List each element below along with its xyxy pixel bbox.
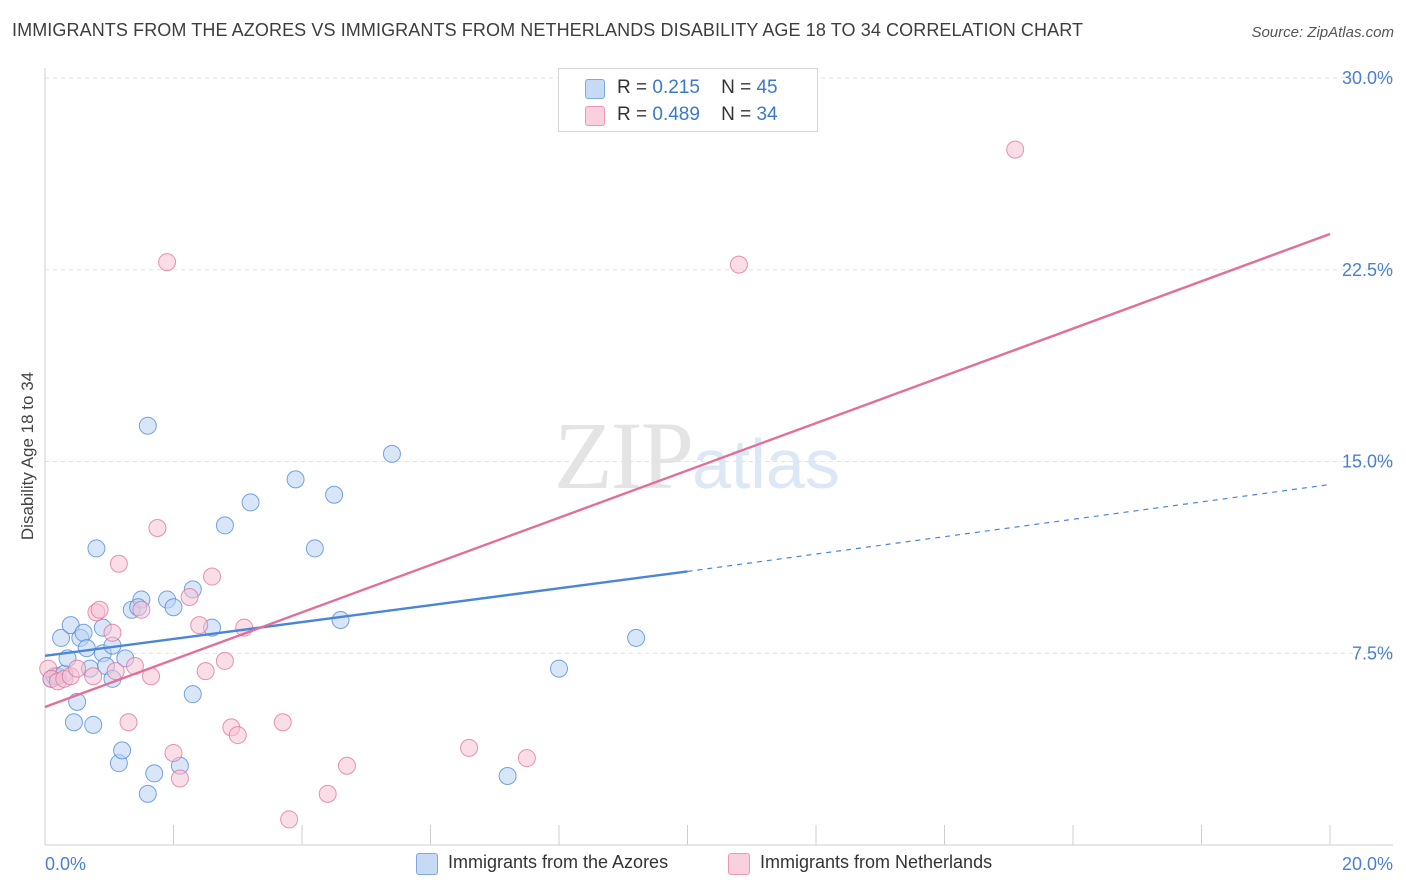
azores-trend-extension — [687, 483, 1331, 573]
y-tick-label: 30.0% — [1342, 68, 1393, 88]
stats-legend: R = 0.215 N = 45 R = 0.489 N = 34 — [558, 68, 818, 132]
watermark-atlas: atlas — [692, 425, 840, 503]
y-tick-label: 22.5% — [1342, 260, 1393, 280]
netherlands-point — [148, 518, 167, 537]
netherlands-point — [170, 769, 189, 788]
netherlands-point — [318, 784, 337, 803]
azores-point — [215, 516, 234, 535]
azores-point — [74, 623, 93, 642]
azores-point — [64, 713, 83, 732]
x-tick-label-min: 0.0% — [45, 854, 86, 874]
axes — [44, 68, 1393, 846]
azores-point — [305, 539, 324, 558]
r-value-netherlands: 0.489 — [652, 104, 700, 125]
azores-point — [87, 539, 106, 558]
data-points — [39, 140, 1025, 829]
netherlands-point — [203, 567, 222, 586]
tick-labels: 7.5% 15.0% 22.5% 30.0% 0.0% 20.0% — [45, 68, 1393, 874]
n-value-netherlands: 34 — [756, 104, 778, 125]
netherlands-point — [68, 659, 87, 678]
netherlands-point — [273, 713, 292, 732]
azores-point — [331, 611, 350, 630]
n-label: N = — [721, 104, 752, 125]
netherlands-point — [729, 255, 748, 274]
netherlands-point — [228, 726, 247, 745]
azores-point — [138, 784, 157, 803]
azores-legend-swatch — [416, 853, 438, 875]
chart-title: IMMIGRANTS FROM THE AZORES VS IMMIGRANTS… — [12, 20, 1084, 40]
r-value-azores: 0.215 — [652, 77, 700, 98]
x-tick-label-max: 20.0% — [1342, 854, 1393, 874]
azores-point — [382, 444, 401, 463]
netherlands-point — [190, 616, 209, 635]
azores-point — [183, 685, 202, 704]
netherlands-point — [215, 651, 234, 670]
netherlands-point — [103, 623, 122, 642]
azores-point — [498, 766, 517, 785]
source-label: Source: ZipAtlas.com — [1251, 24, 1394, 41]
azores-point — [325, 485, 344, 504]
netherlands-point — [337, 756, 356, 775]
netherlands-point — [517, 749, 536, 768]
azores-point — [52, 628, 71, 647]
legend-label-netherlands: Immigrants from Netherlands — [760, 852, 993, 872]
y-tick-label: 7.5% — [1352, 643, 1393, 663]
r-label: R = — [617, 77, 648, 98]
n-value-azores: 45 — [756, 77, 778, 98]
netherlands-point — [164, 743, 183, 762]
azores-point — [550, 659, 568, 678]
series-legend: Immigrants from the Azores Immigrants fr… — [0, 851, 1406, 877]
netherlands-swatch — [585, 106, 605, 126]
azores-swatch — [585, 79, 605, 99]
azores-point — [77, 639, 96, 658]
netherlands-point — [196, 662, 215, 681]
netherlands-point — [280, 810, 299, 829]
netherlands-point — [1006, 140, 1025, 159]
netherlands-point — [90, 600, 109, 619]
trend-lines — [44, 232, 1331, 709]
netherlands-point — [460, 738, 479, 757]
netherlands-point — [132, 600, 151, 619]
azores-point — [627, 628, 646, 647]
legend-label-azores: Immigrants from the Azores — [448, 852, 669, 872]
azores-point — [145, 764, 164, 783]
azores-point — [286, 470, 305, 489]
r-label: R = — [617, 104, 648, 125]
netherlands-point — [106, 662, 125, 681]
azores-point — [113, 741, 132, 760]
azores-trend-line — [44, 570, 688, 657]
n-label: N = — [721, 77, 752, 98]
netherlands-point — [119, 713, 138, 732]
azores-point — [164, 598, 183, 617]
netherlands-legend-swatch — [728, 853, 750, 875]
watermark-zip: ZIP — [554, 402, 694, 509]
azores-point — [241, 493, 260, 512]
azores-point — [84, 715, 103, 734]
y-tick-label: 15.0% — [1342, 452, 1393, 472]
netherlands-point — [109, 554, 128, 573]
netherlands-point — [158, 253, 177, 272]
netherlands-point — [84, 667, 103, 686]
azores-point — [138, 416, 157, 435]
netherlands-trend-line — [44, 232, 1331, 709]
netherlands-point — [180, 588, 199, 607]
watermark: ZIPatlas — [554, 400, 840, 511]
